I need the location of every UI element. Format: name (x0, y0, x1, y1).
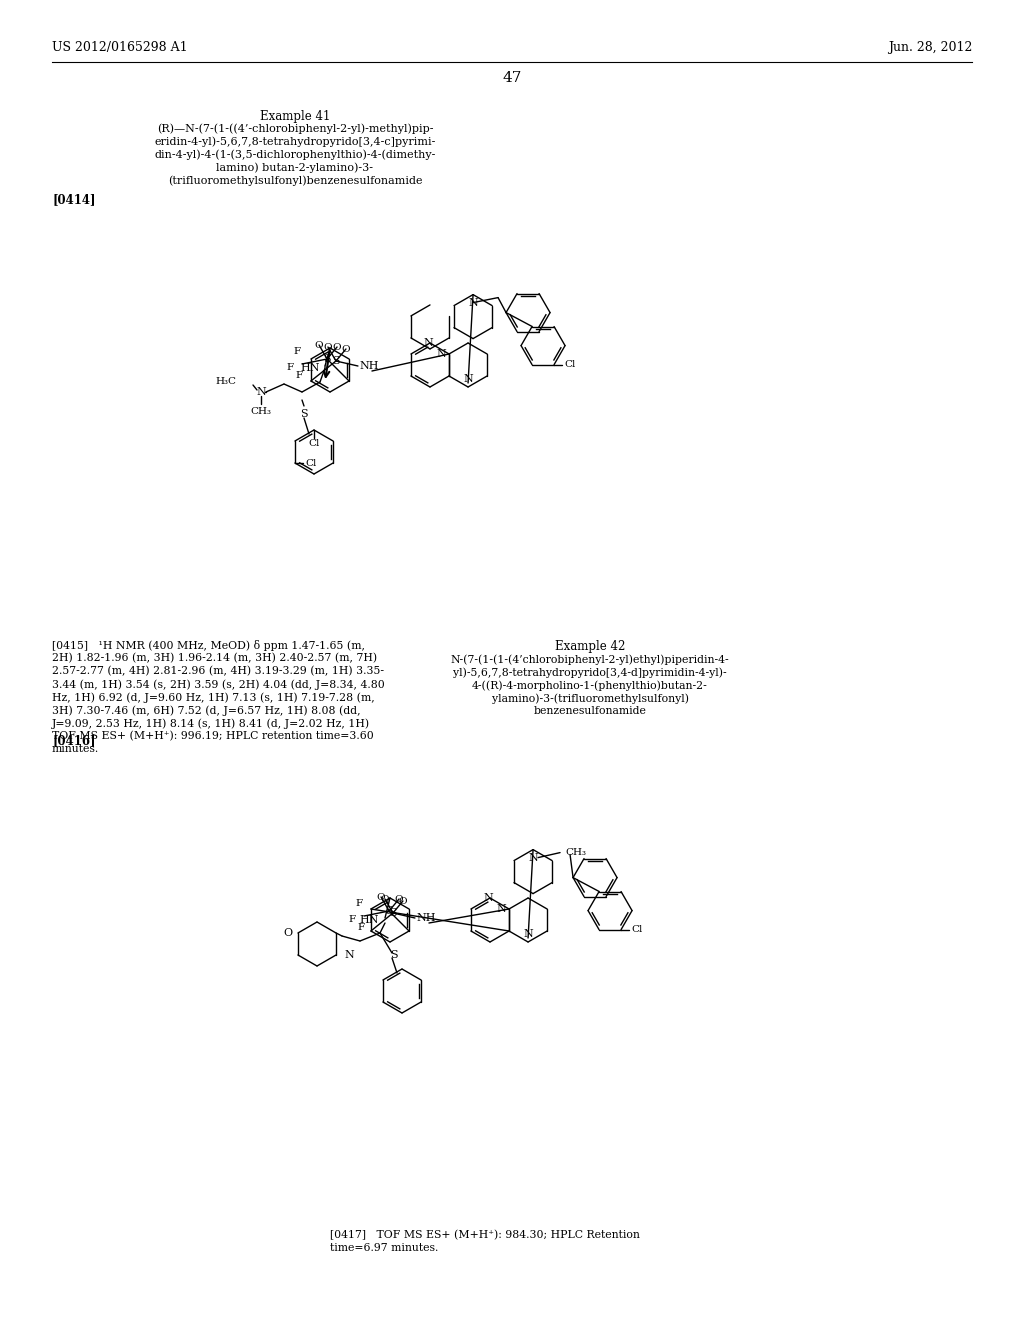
Text: Example 42: Example 42 (555, 640, 626, 653)
Text: N: N (497, 904, 506, 913)
Text: US 2012/0165298 A1: US 2012/0165298 A1 (52, 41, 187, 54)
Text: Cl: Cl (308, 440, 319, 449)
Text: N: N (523, 929, 532, 939)
Text: O: O (381, 895, 389, 903)
Text: Cl: Cl (305, 458, 316, 467)
Text: [0416]: [0416] (52, 734, 95, 747)
Text: N: N (436, 348, 445, 359)
Text: S: S (332, 356, 340, 366)
Text: Hz, 1H) 6.92 (d, J=9.60 Hz, 1H) 7.13 (s, 1H) 7.19-7.28 (m,: Hz, 1H) 6.92 (d, J=9.60 Hz, 1H) 7.13 (s,… (52, 692, 375, 702)
Text: eridin-4-yl)-5,6,7,8-tetrahydropyrido[3,4-c]pyrimi-: eridin-4-yl)-5,6,7,8-tetrahydropyrido[3,… (155, 136, 435, 147)
Text: minutes.: minutes. (52, 744, 99, 754)
Text: N: N (528, 853, 538, 862)
Text: N: N (483, 894, 493, 903)
Text: benzenesulfonamide: benzenesulfonamide (534, 706, 646, 715)
Text: N: N (256, 387, 266, 397)
Text: O: O (342, 345, 350, 354)
Text: S: S (390, 950, 397, 960)
Text: ylamino)-3-(trifluoromethylsulfonyl): ylamino)-3-(trifluoromethylsulfonyl) (492, 693, 688, 704)
Text: [0414]: [0414] (52, 193, 95, 206)
Text: (R)—N-(7-(1-((4’-chlorobiphenyl-2-yl)-methyl)pip-: (R)—N-(7-(1-((4’-chlorobiphenyl-2-yl)-me… (157, 123, 433, 133)
Text: O: O (284, 928, 293, 939)
Text: N: N (423, 338, 433, 348)
Text: N-(7-(1-(1-(4’chlorobiphenyl-2-yl)ethyl)piperidin-4-: N-(7-(1-(1-(4’chlorobiphenyl-2-yl)ethyl)… (451, 653, 729, 664)
Text: F: F (355, 899, 362, 908)
Text: S: S (300, 409, 308, 418)
Text: F: F (287, 363, 294, 371)
Text: CH₃: CH₃ (565, 849, 586, 857)
Text: F: F (348, 915, 355, 924)
Text: HN: HN (359, 915, 379, 925)
Text: J=9.09, 2.53 Hz, 1H) 8.14 (s, 1H) 8.41 (d, J=2.02 Hz, 1H): J=9.09, 2.53 Hz, 1H) 8.14 (s, 1H) 8.41 (… (52, 718, 370, 729)
Text: F: F (294, 347, 301, 356)
Text: O: O (314, 341, 324, 350)
Text: 2H) 1.82-1.96 (m, 3H) 1.96-2.14 (m, 3H) 2.40-2.57 (m, 7H): 2H) 1.82-1.96 (m, 3H) 1.96-2.14 (m, 3H) … (52, 653, 377, 664)
Text: F: F (357, 924, 365, 932)
Text: S: S (324, 354, 331, 364)
Text: time=6.97 minutes.: time=6.97 minutes. (330, 1243, 438, 1253)
Text: 4-((R)-4-morpholino-1-(phenylthio)butan-2-: 4-((R)-4-morpholino-1-(phenylthio)butan-… (472, 680, 708, 690)
Text: O: O (324, 342, 332, 351)
Text: 3.44 (m, 1H) 3.54 (s, 2H) 3.59 (s, 2H) 4.04 (dd, J=8.34, 4.80: 3.44 (m, 1H) 3.54 (s, 2H) 3.59 (s, 2H) 4… (52, 678, 385, 689)
Text: O: O (394, 895, 403, 903)
Text: CH₃: CH₃ (251, 408, 271, 417)
Text: din-4-yl)-4-(1-(3,5-dichlorophenylthio)-4-(dimethy-: din-4-yl)-4-(1-(3,5-dichlorophenylthio)-… (155, 149, 435, 160)
Text: [0417]   TOF MS ES+ (M+H⁺): 984.30; HPLC Retention: [0417] TOF MS ES+ (M+H⁺): 984.30; HPLC R… (330, 1230, 640, 1241)
Text: Cl: Cl (631, 925, 642, 935)
Text: N: N (468, 297, 478, 308)
Text: NH: NH (417, 913, 436, 923)
Text: HN: HN (300, 363, 319, 374)
Text: F: F (296, 371, 303, 380)
Text: H₃C: H₃C (215, 378, 236, 387)
Text: O: O (333, 342, 341, 351)
Text: S: S (389, 908, 396, 917)
Text: O: O (398, 896, 408, 906)
Text: lamino) butan-2-ylamino)-3-: lamino) butan-2-ylamino)-3- (216, 162, 374, 173)
Text: [0415]   ¹H NMR (400 MHz, MeOD) δ ppm 1.47-1.65 (m,: [0415] ¹H NMR (400 MHz, MeOD) δ ppm 1.47… (52, 640, 365, 651)
Text: N: N (463, 374, 473, 384)
Text: yl)-5,6,7,8-tetrahydropyrido[3,4-d]pyrimidin-4-yl)-: yl)-5,6,7,8-tetrahydropyrido[3,4-d]pyrim… (454, 667, 727, 677)
Text: Example 41: Example 41 (260, 110, 330, 123)
Text: (trifluoromethylsulfonyl)benzenesulfonamide: (trifluoromethylsulfonyl)benzenesulfonam… (168, 176, 422, 186)
Text: Jun. 28, 2012: Jun. 28, 2012 (888, 41, 972, 54)
Text: O: O (377, 892, 385, 902)
Text: Cl: Cl (564, 360, 575, 370)
Text: TOF MS ES+ (M+H⁺): 996.19; HPLC retention time=3.60: TOF MS ES+ (M+H⁺): 996.19; HPLC retentio… (52, 731, 374, 742)
Text: S: S (385, 906, 393, 916)
Text: 3H) 7.30-7.46 (m, 6H) 7.52 (d, J=6.57 Hz, 1H) 8.08 (dd,: 3H) 7.30-7.46 (m, 6H) 7.52 (d, J=6.57 Hz… (52, 705, 360, 715)
Text: 2.57-2.77 (m, 4H) 2.81-2.96 (m, 4H) 3.19-3.29 (m, 1H) 3.35-: 2.57-2.77 (m, 4H) 2.81-2.96 (m, 4H) 3.19… (52, 667, 384, 676)
Text: 47: 47 (503, 71, 521, 84)
Text: N: N (344, 950, 354, 960)
Text: NH: NH (360, 360, 380, 371)
